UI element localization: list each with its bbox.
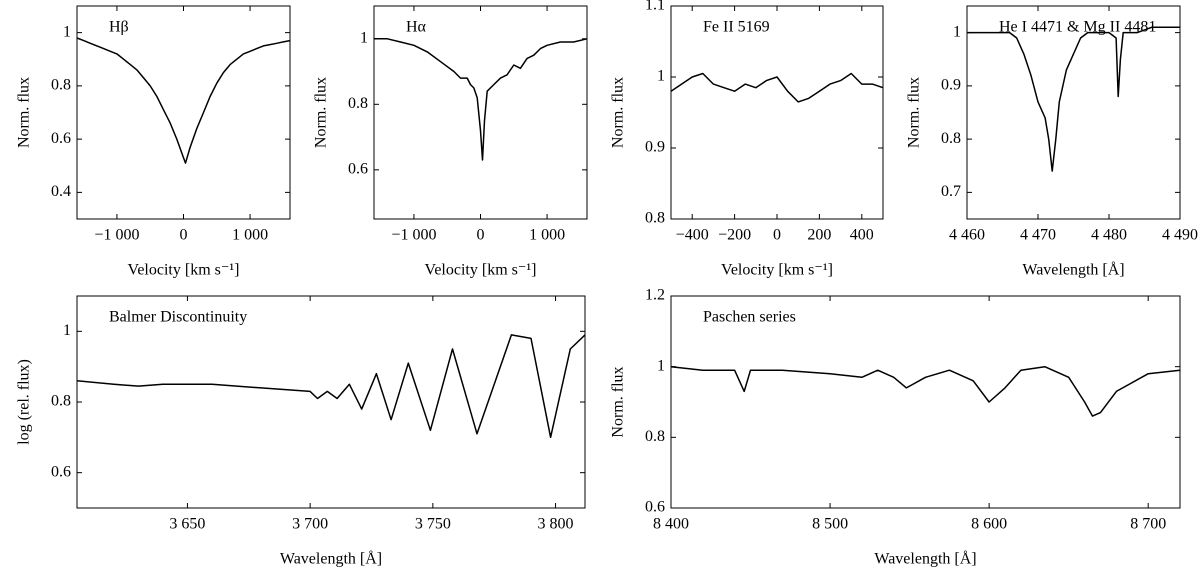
x-axis-label: Velocity [km s⁻¹] bbox=[721, 262, 833, 279]
x-tick-label: 0 bbox=[773, 227, 781, 244]
x-axis-label: Wavelength [Å] bbox=[874, 550, 976, 568]
panel-title: Hβ bbox=[109, 19, 129, 36]
x-tick-label: 8 500 bbox=[812, 516, 848, 533]
y-tick-label: 0.7 bbox=[941, 183, 961, 200]
y-tick-label: 1 bbox=[953, 23, 961, 40]
spectrum-line bbox=[76, 37, 291, 164]
x-tick-label: 4 470 bbox=[1020, 227, 1056, 244]
x-tick-label: 3 800 bbox=[538, 516, 574, 533]
x-axis-label: Wavelength [Å] bbox=[280, 550, 382, 568]
y-tick-label: 0.8 bbox=[51, 77, 71, 94]
x-tick-label: 8 400 bbox=[653, 516, 689, 533]
panel-title: Paschen series bbox=[703, 309, 796, 326]
x-tick-label: 3 750 bbox=[415, 516, 451, 533]
y-tick-label: 0.8 bbox=[645, 210, 665, 227]
x-tick-label: 1 000 bbox=[232, 227, 268, 244]
x-tick-label: 1 000 bbox=[529, 227, 565, 244]
x-tick-label: 400 bbox=[850, 227, 874, 244]
y-tick-label: 0.8 bbox=[941, 130, 961, 147]
y-tick-label: 0.6 bbox=[645, 499, 665, 516]
x-tick-label: −200 bbox=[718, 227, 751, 244]
x-tick-label: 200 bbox=[807, 227, 831, 244]
y-tick-label: 1 bbox=[63, 23, 71, 40]
x-axis-label: Velocity [km s⁻¹] bbox=[425, 262, 537, 279]
y-tick-label: 0.9 bbox=[941, 77, 961, 94]
x-tick-label: 4 460 bbox=[949, 227, 985, 244]
x-tick-label: 0 bbox=[180, 227, 188, 244]
panel-title: Fe II 5169 bbox=[703, 19, 770, 36]
y-tick-label: 1 bbox=[63, 322, 71, 339]
spectrum-line bbox=[967, 26, 1180, 172]
plot-frame bbox=[966, 5, 1181, 220]
panel-title: Hα bbox=[406, 19, 427, 36]
y-axis-label: Norm. flux bbox=[16, 77, 33, 148]
x-tick-label: 8 700 bbox=[1130, 516, 1166, 533]
y-axis-label: Norm. flux bbox=[610, 366, 627, 437]
spectrum-line bbox=[76, 334, 586, 439]
plot-frame bbox=[76, 295, 586, 509]
spectrum-line bbox=[670, 365, 1181, 417]
y-tick-label: 0.8 bbox=[645, 428, 665, 445]
x-tick-label: 4 480 bbox=[1091, 227, 1127, 244]
x-tick-label: −400 bbox=[676, 227, 709, 244]
y-tick-label: 0.8 bbox=[51, 393, 71, 410]
plot-frame bbox=[373, 5, 588, 220]
y-axis-label: Norm. flux bbox=[906, 77, 923, 148]
y-tick-label: 0.6 bbox=[348, 161, 368, 178]
y-tick-label: 1 bbox=[360, 29, 368, 46]
x-tick-label: 8 600 bbox=[971, 516, 1007, 533]
x-tick-label: 4 490 bbox=[1162, 227, 1198, 244]
y-axis-label: Norm. flux bbox=[610, 77, 627, 148]
x-tick-label: 0 bbox=[477, 227, 485, 244]
y-tick-label: 1 bbox=[657, 68, 665, 85]
x-tick-label: 3 700 bbox=[292, 516, 328, 533]
y-tick-label: 0.6 bbox=[51, 463, 71, 480]
y-tick-label: 1 bbox=[657, 357, 665, 374]
x-axis-label: Velocity [km s⁻¹] bbox=[128, 262, 240, 279]
y-tick-label: 1.2 bbox=[645, 287, 665, 304]
plot-frame bbox=[670, 295, 1181, 509]
x-tick-label: −1 000 bbox=[391, 227, 436, 244]
x-tick-label: −1 000 bbox=[94, 227, 139, 244]
spectrum-line bbox=[374, 38, 588, 161]
y-tick-label: 0.6 bbox=[51, 130, 71, 147]
panel-title: He I 4471 & Mg II 4481 bbox=[999, 19, 1156, 36]
y-tick-label: 0.4 bbox=[51, 183, 71, 200]
y-tick-label: 0.8 bbox=[348, 95, 368, 112]
y-axis-label: log (rel. flux) bbox=[16, 359, 33, 445]
x-axis-label: Wavelength [Å] bbox=[1022, 261, 1124, 279]
y-axis-label: Norm. flux bbox=[313, 77, 330, 148]
panel-title: Balmer Discontinuity bbox=[109, 309, 247, 326]
y-tick-label: 1.1 bbox=[645, 0, 665, 14]
x-tick-label: 3 650 bbox=[169, 516, 205, 533]
plot-frame bbox=[76, 5, 291, 220]
y-tick-label: 0.9 bbox=[645, 139, 665, 156]
plot-frame bbox=[670, 5, 884, 220]
spectrum-line bbox=[670, 72, 884, 103]
